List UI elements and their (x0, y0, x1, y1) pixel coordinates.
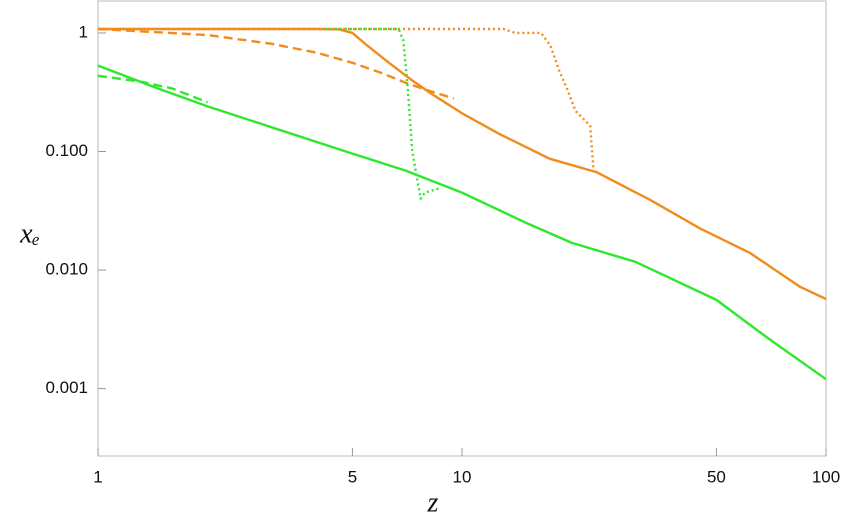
series-line (98, 27, 595, 173)
series-line (98, 27, 827, 301)
y-tick-label: 1 (79, 22, 88, 41)
x-tick-label: 1 (93, 467, 102, 486)
x-tick-label: 100 (812, 467, 840, 486)
x-tick-label: 10 (453, 467, 472, 486)
y-tick-label: 0.010 (45, 260, 88, 279)
x-axis-label: z (427, 487, 439, 518)
series-line (97, 27, 455, 100)
x-tick-label: 5 (348, 467, 357, 486)
y-axis-label: xₑ (19, 218, 40, 249)
x-tick-label: 50 (707, 467, 726, 486)
series-line (97, 74, 209, 104)
plot-frame (97, 0, 827, 457)
series-line (324, 27, 441, 200)
y-tick-label: 0.100 (45, 141, 88, 160)
series-line (97, 64, 827, 381)
y-tick-label: 0.001 (45, 378, 88, 397)
